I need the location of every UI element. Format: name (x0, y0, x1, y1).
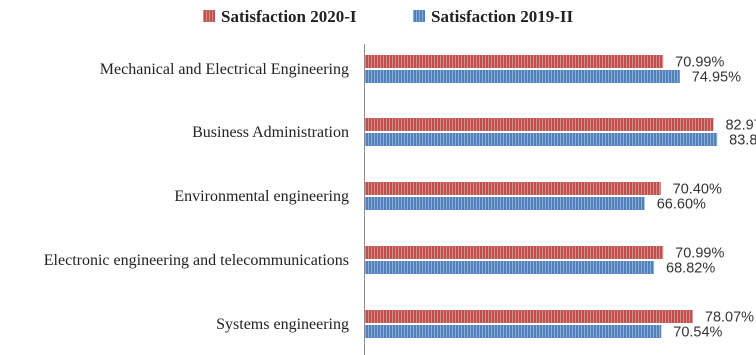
bar-satisfaction-2020-i-systems-engineering (365, 310, 693, 323)
bar-satisfaction-2019-ii-systems-engineering (365, 325, 662, 338)
category-label-environmental-engineering: Environmental engineering (174, 188, 349, 205)
category-labels: Mechanical and Electrical Engineering Bus… (44, 61, 349, 333)
category-label-business-administration: Business Administration (192, 124, 349, 141)
value-label-satisfaction-2020-i-mechanical-and-electrical-engineering: 70.99% (675, 55, 724, 71)
bar-satisfaction-2020-i-mechanical-and-electrical-engineering (365, 55, 664, 68)
bar-satisfaction-2019-ii-business-administration (365, 133, 718, 146)
value-label-satisfaction-2020-i-electronic-engineering-and-telecommunications: 70.99% (675, 246, 724, 262)
legend: Satisfaction 2020-I Satisfaction 2019-II (203, 7, 574, 26)
legend-swatch-satisfaction-2019-ii (413, 10, 425, 22)
bar-satisfaction-2019-ii-environmental-engineering (365, 197, 645, 210)
value-label-satisfaction-2020-i-systems-engineering: 78.07% (705, 310, 754, 326)
value-label-satisfaction-2019-ii-mechanical-and-electrical-engineering: 74.95% (692, 70, 741, 86)
category-label-electronic-engineering-and-telecommunications: Electronic engineering and telecommunica… (44, 252, 349, 269)
legend-swatch-satisfaction-2020-i (203, 10, 215, 22)
bars (365, 55, 718, 338)
bar-satisfaction-2019-ii-electronic-engineering-and-telecommunications (365, 261, 655, 274)
category-label-systems-engineering: Systems engineering (216, 316, 349, 333)
legend-label-satisfaction-2019-ii: Satisfaction 2019-II (431, 7, 574, 26)
category-label-mechanical-and-electrical-engineering: Mechanical and Electrical Engineering (100, 61, 349, 78)
bar-satisfaction-2020-i-electronic-engineering-and-telecommunications (365, 246, 664, 259)
bar-satisfaction-2020-i-environmental-engineering (365, 182, 661, 195)
bar-satisfaction-2020-i-business-administration (365, 118, 714, 131)
value-label-satisfaction-2019-ii-systems-engineering: 70.54% (673, 325, 722, 341)
value-label-satisfaction-2019-ii-business-administration: 83.85% (729, 133, 756, 149)
value-labels: 70.99%74.95%82.97%83.85%70.40%66.60%70.9… (657, 55, 756, 341)
value-label-satisfaction-2019-ii-electronic-engineering-and-telecommunications: 68.82% (666, 261, 715, 277)
bar-satisfaction-2019-ii-mechanical-and-electrical-engineering (365, 70, 680, 83)
value-label-satisfaction-2020-i-business-administration: 82.97% (725, 118, 756, 134)
legend-label-satisfaction-2020-i: Satisfaction 2020-I (221, 7, 357, 26)
value-label-satisfaction-2020-i-environmental-engineering: 70.40% (673, 182, 722, 198)
value-label-satisfaction-2019-ii-environmental-engineering: 66.60% (657, 197, 706, 213)
